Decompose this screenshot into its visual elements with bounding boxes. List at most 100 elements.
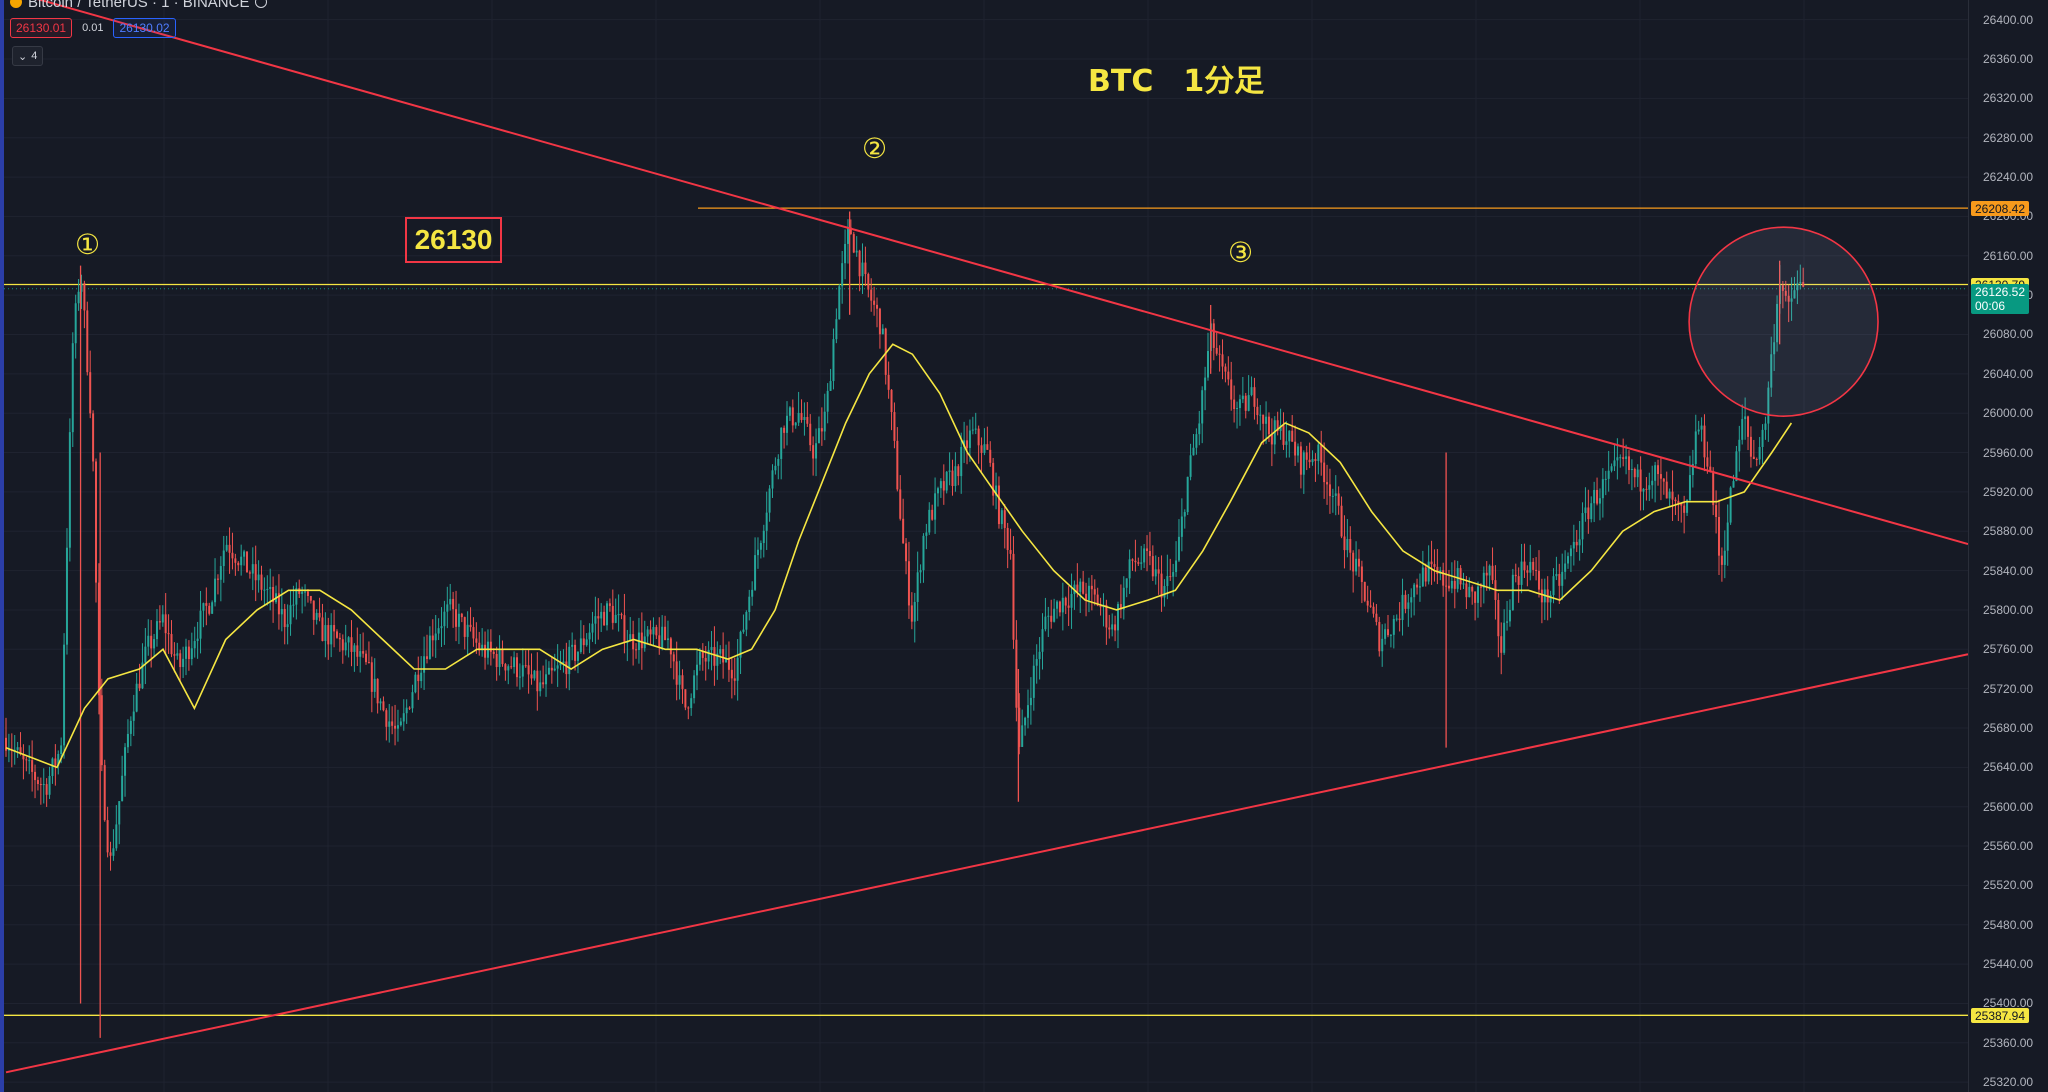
candle-body-down bbox=[1340, 505, 1343, 537]
candle-body-up bbox=[423, 656, 426, 673]
candle-body-up bbox=[1552, 576, 1555, 596]
candle-body-down bbox=[1662, 478, 1665, 482]
candle-body-up bbox=[971, 429, 974, 431]
candle-body-down bbox=[501, 649, 504, 665]
price-tick-label: 25560.00 bbox=[1983, 839, 2034, 854]
candle-body-up bbox=[1578, 539, 1581, 546]
candle-body-down bbox=[800, 412, 803, 421]
candle-body-up bbox=[77, 291, 80, 304]
candle-body-down bbox=[1276, 420, 1279, 431]
candle-body-up bbox=[1790, 298, 1793, 302]
candle-body-up bbox=[1407, 602, 1410, 609]
candle-body-down bbox=[25, 759, 28, 761]
candle-body-up bbox=[576, 651, 579, 661]
price-tick-label: 25920.00 bbox=[1983, 484, 2034, 499]
candle-body-down bbox=[39, 783, 42, 785]
candle-body-down bbox=[1328, 484, 1331, 497]
candle-body-up bbox=[916, 572, 919, 602]
candle-body-up bbox=[68, 432, 71, 548]
candle-body-down bbox=[95, 461, 98, 583]
candle-body-down bbox=[408, 707, 411, 709]
candle-body-down bbox=[1009, 550, 1012, 554]
candle-body-up bbox=[1770, 354, 1773, 388]
candle-body-up bbox=[1172, 572, 1175, 577]
candle-body-down bbox=[635, 649, 638, 651]
candle-body-down bbox=[97, 582, 100, 696]
candle-body-down bbox=[31, 760, 34, 772]
candle-body-down bbox=[899, 489, 902, 519]
buy-price-button[interactable]: 26130.02 bbox=[113, 18, 176, 38]
candle-body-up bbox=[1686, 500, 1689, 513]
candle-body-down bbox=[1709, 466, 1712, 471]
candle-body-up bbox=[1793, 290, 1796, 299]
candle-body-up bbox=[411, 692, 414, 709]
candle-body-down bbox=[350, 637, 353, 652]
candle-body-up bbox=[379, 701, 382, 704]
candle-body-up bbox=[1122, 587, 1125, 610]
candle-body-up bbox=[513, 657, 516, 667]
candle-body-down bbox=[713, 647, 716, 666]
candle-body-down bbox=[1067, 605, 1070, 608]
highlight-circle bbox=[1688, 226, 1879, 417]
candle-body-up bbox=[710, 647, 713, 651]
candle-body-down bbox=[582, 638, 585, 646]
candle-body-down bbox=[1360, 566, 1363, 582]
candle-body-up bbox=[1726, 522, 1729, 551]
window-frame bbox=[0, 0, 4, 1092]
price-tick-label: 26240.00 bbox=[1983, 170, 2034, 185]
candle-body-down bbox=[536, 670, 539, 692]
candle-body-up bbox=[1236, 408, 1239, 410]
candle-body-up bbox=[739, 631, 742, 658]
candle-body-down bbox=[783, 427, 786, 433]
candle-body-down bbox=[640, 632, 643, 649]
candle-body-down bbox=[187, 646, 190, 660]
candle-body-down bbox=[1244, 395, 1247, 411]
candle-body-down bbox=[1099, 605, 1102, 608]
indicator-count: 4 bbox=[31, 50, 38, 62]
eye-icon[interactable] bbox=[255, 0, 268, 8]
indicators-toggle[interactable]: ⌄ 4 bbox=[12, 46, 44, 66]
candle-body-down bbox=[228, 544, 231, 553]
candle-body-down bbox=[83, 283, 86, 311]
marker-1: ① bbox=[75, 228, 101, 261]
candle-body-up bbox=[794, 422, 797, 426]
candle-body-down bbox=[452, 598, 455, 610]
sell-price-button[interactable]: 26130.01 bbox=[10, 18, 73, 38]
candle-body-up bbox=[919, 570, 922, 573]
candle-body-up bbox=[826, 390, 829, 412]
candle-body-down bbox=[524, 665, 527, 667]
candle-body-up bbox=[948, 470, 951, 472]
candle-body-up bbox=[1140, 562, 1143, 564]
candle-body-up bbox=[562, 661, 565, 664]
candle-body-up bbox=[533, 670, 536, 679]
candle-body-down bbox=[1500, 636, 1503, 653]
candle-body-up bbox=[600, 611, 603, 619]
price-scale[interactable]: 26400.00 26360.00 26320.00 26280.00 26240.00… bbox=[1968, 0, 2048, 1092]
candle-body-down bbox=[260, 574, 263, 590]
symbol-title[interactable]: Bitcoin / TetherUS · 1 · BINANCE bbox=[28, 0, 250, 11]
candle-body-up bbox=[414, 674, 417, 693]
candle-body-down bbox=[338, 637, 341, 640]
candle-body-down bbox=[1308, 459, 1311, 463]
candle-body-down bbox=[1720, 555, 1723, 565]
candle-body-up bbox=[1529, 561, 1532, 573]
candle-body-down bbox=[100, 695, 103, 766]
candle-body-up bbox=[121, 775, 124, 802]
candle-body-up bbox=[829, 381, 832, 391]
candle-body-up bbox=[605, 603, 608, 626]
candle-body-up bbox=[1206, 351, 1209, 378]
candle-body-up bbox=[1601, 479, 1604, 499]
candle-body-up bbox=[65, 547, 68, 645]
candle-body-up bbox=[780, 427, 783, 459]
candle-body-up bbox=[420, 672, 423, 682]
candle-body-up bbox=[1729, 487, 1732, 523]
candle-body-down bbox=[1291, 430, 1294, 442]
candle-body-up bbox=[1024, 717, 1027, 726]
candle-body-down bbox=[362, 651, 365, 654]
candle-body-up bbox=[1520, 561, 1523, 585]
candle-body-down bbox=[1114, 624, 1117, 631]
candle-body-down bbox=[205, 603, 208, 606]
candle-body-down bbox=[910, 605, 913, 622]
